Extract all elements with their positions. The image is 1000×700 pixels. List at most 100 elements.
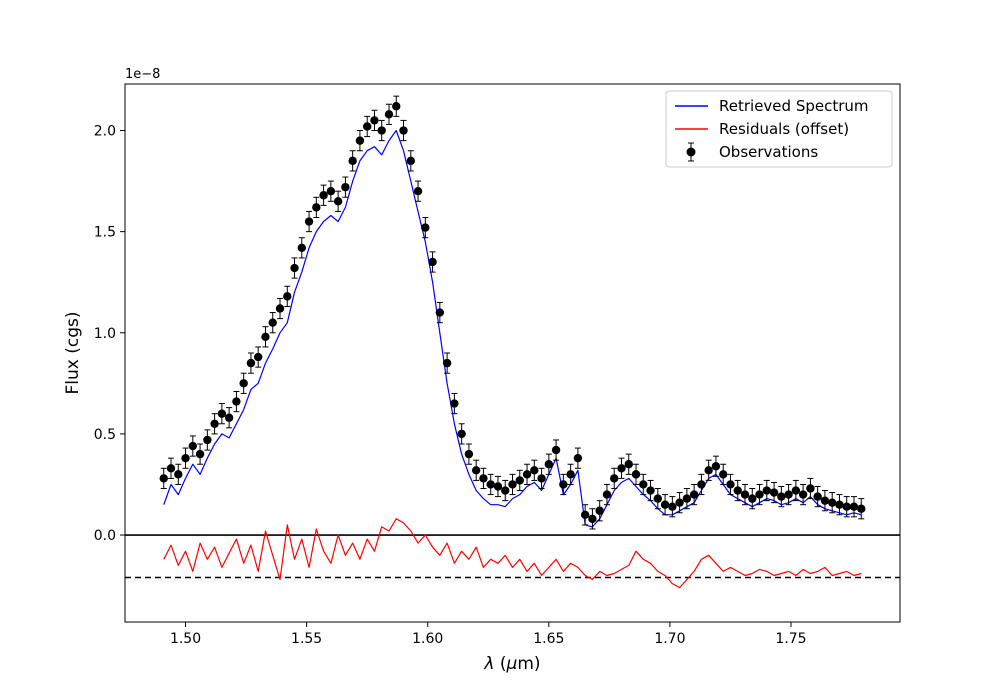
data-point (304, 217, 314, 226)
data-point (166, 464, 176, 473)
data-point (159, 474, 168, 483)
data-point (740, 490, 750, 499)
data-point (450, 399, 459, 408)
data-point (435, 308, 445, 317)
data-point (639, 480, 648, 489)
data-point (493, 482, 503, 491)
data-point (486, 480, 495, 489)
data-point (217, 409, 227, 418)
data-point (399, 126, 408, 135)
data-point (188, 441, 198, 451)
data-point (711, 462, 721, 471)
data-point (457, 429, 466, 439)
data-point (769, 488, 779, 497)
data-point (297, 243, 306, 253)
x-axis-title-part: μ (506, 654, 518, 674)
data-point (224, 413, 234, 422)
plot-content (125, 95, 900, 589)
data-point (210, 419, 219, 428)
y-tick-label: 1.5 (94, 225, 116, 241)
data-point (392, 102, 401, 111)
data-point (631, 470, 641, 479)
data-point (566, 470, 575, 479)
data-point (806, 484, 815, 493)
data-point (174, 470, 183, 479)
data-point (573, 453, 583, 463)
data-point (268, 318, 277, 327)
y-tick-label: 1.0 (94, 326, 116, 342)
data-point (239, 379, 248, 388)
data-point (820, 496, 830, 505)
data-point (290, 263, 299, 273)
legend-swatch-observations (686, 142, 696, 162)
data-point (362, 122, 372, 131)
y-tick-label: 0.5 (94, 427, 116, 443)
x-axis-title: λ (μm) (483, 654, 540, 674)
data-point (719, 470, 728, 479)
y-tick-label: 0.0 (94, 528, 116, 544)
data-point (697, 480, 706, 489)
data-point (588, 514, 597, 524)
data-point (181, 453, 190, 463)
legend-label-residuals: Residuals (offset) (719, 120, 849, 138)
data-point (479, 474, 488, 483)
data-point (384, 110, 394, 119)
data-point (551, 445, 561, 455)
legend-label-observations: Observations (719, 143, 818, 161)
data-point (319, 191, 328, 200)
legend-point (686, 147, 696, 157)
data-point (283, 292, 292, 301)
data-point (849, 502, 859, 511)
data-point (617, 464, 626, 473)
data-point (755, 490, 764, 499)
x-tick-label: 1.60 (412, 631, 443, 647)
data-point (522, 470, 532, 479)
data-point (355, 136, 365, 145)
x-tick-label: 1.75 (775, 631, 806, 647)
x-tick-label: 1.50 (170, 631, 201, 647)
y-axis-title: Flux (cgs) (63, 312, 83, 395)
data-point (704, 466, 713, 475)
data-point (777, 492, 786, 501)
data-point (842, 502, 851, 511)
data-point (203, 435, 212, 445)
data-point (602, 490, 612, 499)
y-axis: 0.0 0.5 1.0 1.5 2.0 (94, 124, 125, 544)
data-point (726, 480, 735, 489)
data-point (762, 486, 771, 495)
data-point (348, 156, 357, 166)
data-point (312, 203, 321, 212)
data-point (835, 500, 844, 509)
data-point (813, 492, 822, 501)
data-point (377, 126, 386, 135)
data-point (660, 500, 670, 509)
x-tick-label: 1.65 (533, 631, 564, 647)
x-axis: 1.50 1.55 1.60 1.65 1.70 1.75 (170, 622, 807, 647)
data-point (326, 186, 336, 196)
data-point (341, 182, 350, 192)
data-point (610, 474, 619, 483)
data-point (682, 494, 692, 503)
data-point (537, 474, 546, 483)
x-axis-title-part: ( (494, 654, 506, 674)
data-point (406, 156, 415, 166)
data-point (370, 116, 379, 125)
data-point (646, 486, 655, 495)
data-point (784, 490, 793, 499)
data-point (501, 486, 510, 495)
data-point (232, 397, 241, 406)
legend: Retrieved Spectrum Residuals (offset) Ob… (665, 90, 893, 168)
data-point (464, 449, 474, 459)
data-point (413, 186, 423, 196)
y-tick-label: 2.0 (94, 124, 116, 140)
data-point (275, 304, 285, 313)
x-axis-title-part: λ (483, 654, 494, 674)
data-point (471, 466, 481, 475)
data-point (508, 480, 517, 489)
data-point (624, 460, 633, 469)
data-point (559, 480, 568, 489)
data-point (580, 510, 590, 520)
legend-box (665, 90, 893, 168)
data-point (254, 352, 263, 362)
